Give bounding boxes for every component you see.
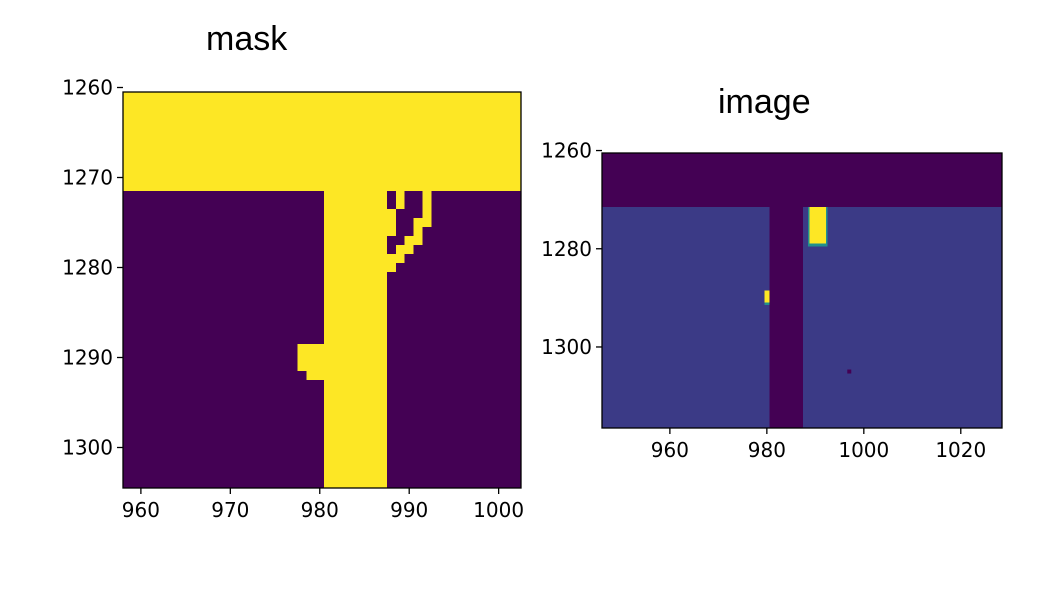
mask-chart-title: mask <box>206 20 288 58</box>
mask-cell-11 <box>404 236 423 245</box>
mask-cell-15 <box>386 263 396 272</box>
mask-xtick-label-980: 980 <box>301 498 339 522</box>
mask-region-1 <box>324 191 387 488</box>
image-ytick-label-1260: 1260 <box>541 139 592 163</box>
mask-region-2 <box>297 344 325 371</box>
image-xtick-label-1020: 1020 <box>935 438 986 462</box>
mask-xtick-label-990: 990 <box>390 498 428 522</box>
mask-cell-7 <box>413 218 432 227</box>
image-masked-region-1 <box>769 207 804 428</box>
mask-xtick-label-970: 970 <box>211 498 249 522</box>
mask-cell-3 <box>422 200 432 209</box>
mask-cell-0 <box>395 191 405 200</box>
mask-xtick-label-960: 960 <box>122 498 160 522</box>
mask-ytick-label-1280: 1280 <box>62 256 113 280</box>
mask-ytick-label-1270: 1270 <box>62 166 113 190</box>
image-patch-1 <box>764 290 770 303</box>
image-dot <box>847 369 852 374</box>
mask-frame <box>122 91 522 489</box>
image-patch-0 <box>809 207 826 244</box>
mask-region-3 <box>306 371 325 380</box>
mask-cell-2 <box>395 200 405 209</box>
image-xtick-label-1000: 1000 <box>838 438 889 462</box>
mask-ytick-label-1290: 1290 <box>62 346 113 370</box>
mask-cell-10 <box>377 236 387 245</box>
image-chart-title: image <box>718 83 811 121</box>
mask-cell-1 <box>422 191 432 200</box>
mask-region-0 <box>123 92 521 191</box>
mask-xtick-label-1000: 1000 <box>473 498 524 522</box>
mask-ytick-label-1260: 1260 <box>62 76 113 100</box>
image-ytick-label-1300: 1300 <box>541 335 592 359</box>
mask-cell-8 <box>386 227 396 236</box>
image-xtick-label-960: 960 <box>651 438 689 462</box>
image-ytick-label-1280: 1280 <box>541 237 592 261</box>
mask-ytick-label-1300: 1300 <box>62 436 113 460</box>
image-masked-region-0 <box>602 153 1002 208</box>
mask-cell-5 <box>422 209 432 218</box>
mask-cell-12 <box>377 245 387 254</box>
mask-cell-6 <box>386 218 396 227</box>
mask-cell-9 <box>413 227 423 236</box>
mask-cell-4 <box>386 209 396 218</box>
image-xtick-label-980: 980 <box>748 438 786 462</box>
mask-cell-14 <box>377 254 405 263</box>
mask-cell-13 <box>395 245 414 254</box>
image-frame <box>601 152 1003 429</box>
